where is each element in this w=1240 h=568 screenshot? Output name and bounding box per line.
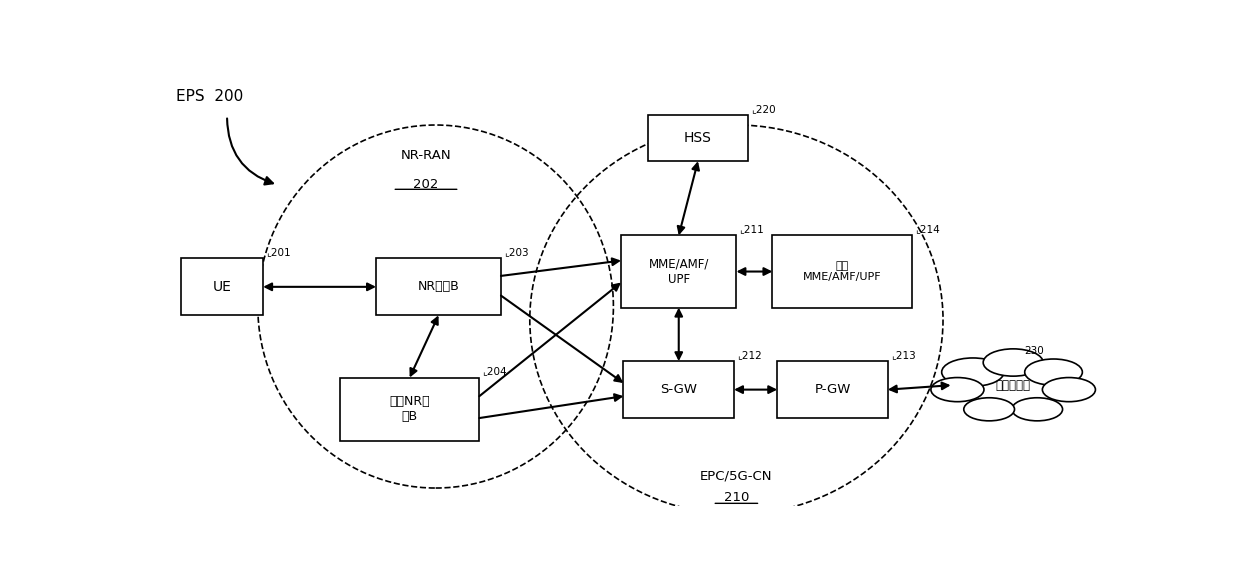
Text: 其它
MME/AMF/UPF: 其它 MME/AMF/UPF <box>802 261 882 282</box>
Text: ⌞203: ⌞203 <box>503 247 528 257</box>
Text: ⌞213: ⌞213 <box>890 350 915 360</box>
Circle shape <box>1043 378 1095 402</box>
FancyBboxPatch shape <box>647 115 749 161</box>
Text: 210: 210 <box>724 491 749 504</box>
FancyBboxPatch shape <box>777 361 888 418</box>
Text: UE: UE <box>213 280 232 294</box>
Circle shape <box>1012 398 1063 421</box>
Circle shape <box>963 398 1014 421</box>
Text: HSS: HSS <box>684 131 712 145</box>
Text: ⌞212: ⌞212 <box>737 350 761 360</box>
Text: ⌞211: ⌞211 <box>739 224 764 234</box>
Circle shape <box>1024 359 1083 385</box>
FancyBboxPatch shape <box>181 258 263 315</box>
FancyBboxPatch shape <box>376 258 501 315</box>
Text: ⌞204: ⌞204 <box>482 366 507 376</box>
FancyBboxPatch shape <box>773 236 911 308</box>
Text: EPS  200: EPS 200 <box>176 89 243 104</box>
Text: MME/AMF/
UPF: MME/AMF/ UPF <box>649 257 709 286</box>
Text: 230: 230 <box>1024 345 1044 356</box>
Text: NR节点B: NR节点B <box>418 281 459 293</box>
Text: ⌞220: ⌞220 <box>751 104 776 114</box>
Text: 202: 202 <box>413 178 439 190</box>
Circle shape <box>983 349 1043 376</box>
FancyBboxPatch shape <box>340 378 480 441</box>
Text: 其它NR节
点B: 其它NR节 点B <box>389 395 430 423</box>
Text: 因特网服务: 因特网服务 <box>996 379 1030 392</box>
Circle shape <box>931 378 985 402</box>
Text: EPC/5G-CN: EPC/5G-CN <box>701 469 773 482</box>
Text: S-GW: S-GW <box>660 383 697 396</box>
FancyBboxPatch shape <box>621 236 737 308</box>
FancyBboxPatch shape <box>624 361 734 418</box>
Text: ⌞214: ⌞214 <box>915 224 940 234</box>
Text: ⌞201: ⌞201 <box>267 247 290 257</box>
Text: NR-RAN: NR-RAN <box>401 149 451 162</box>
Circle shape <box>941 358 1004 386</box>
Text: P-GW: P-GW <box>815 383 851 396</box>
